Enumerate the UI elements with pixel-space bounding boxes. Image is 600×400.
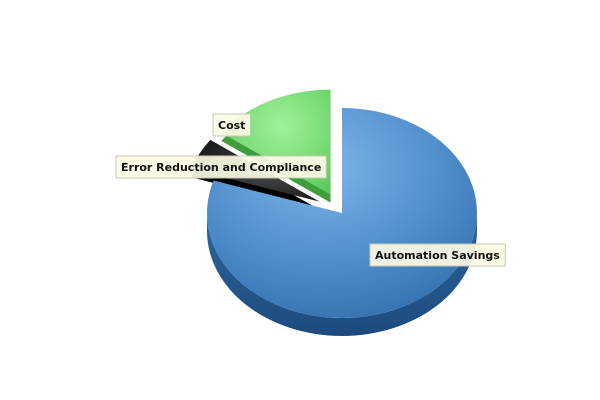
- slice-label-box: [115, 155, 327, 179]
- slice-label-cost: Cost: [212, 113, 251, 137]
- slice-label-automation-savings: Automation Savings: [369, 243, 506, 267]
- slice-label-error-reduction-and-compliance: Error Reduction and Compliance: [115, 155, 327, 179]
- svg-text:Automation Savings: Automation Savings: [375, 249, 500, 262]
- slice-label-box: [212, 113, 251, 137]
- slice-label-box: [369, 243, 506, 267]
- svg-text:Cost: Cost: [218, 119, 245, 132]
- svg-text:Error Reduction and Compliance: Error Reduction and Compliance: [121, 161, 321, 174]
- pie-slice-side-0: [207, 213, 477, 336]
